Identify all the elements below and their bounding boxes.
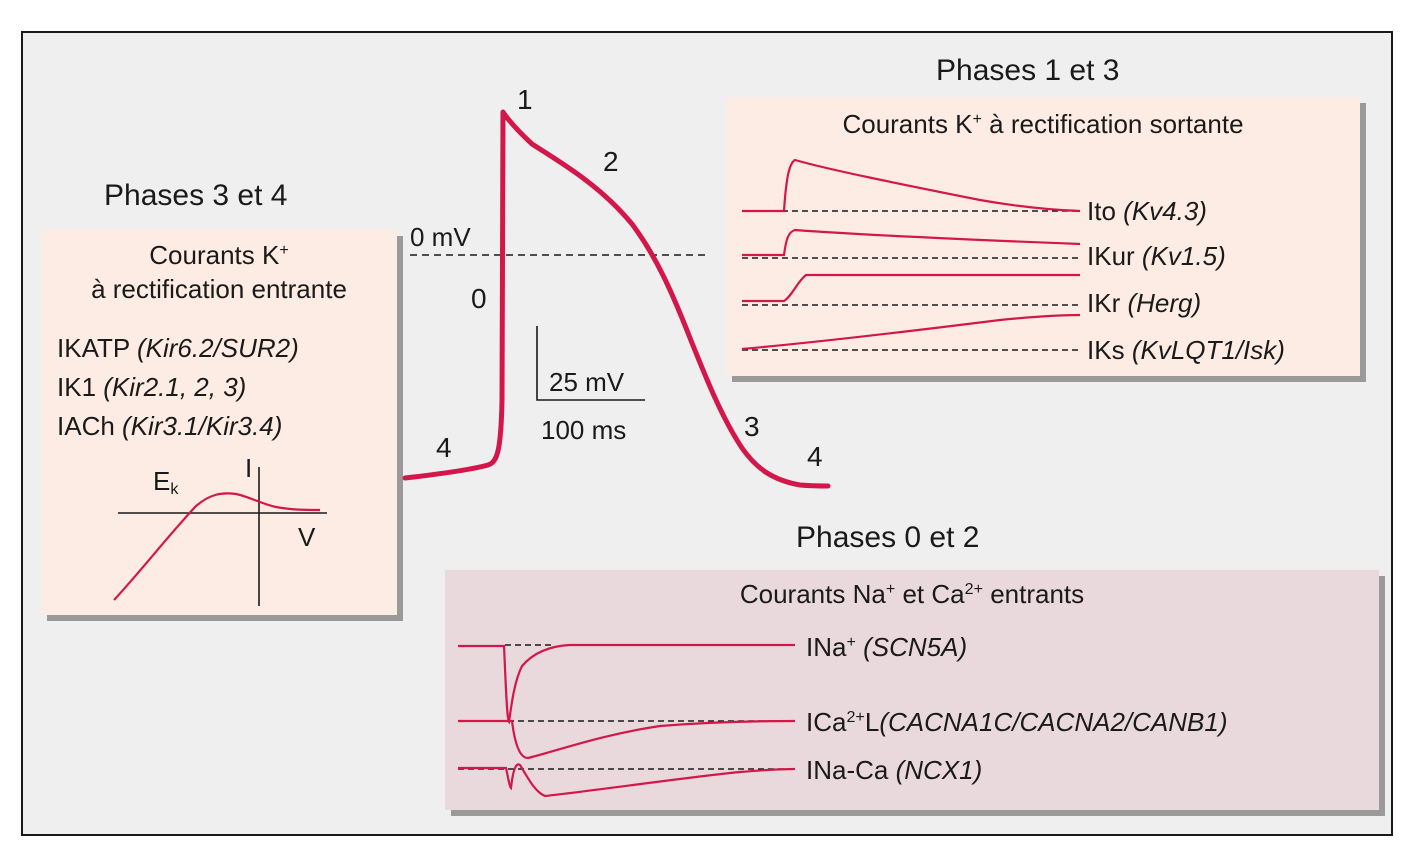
ina-trace — [458, 643, 795, 725]
phase-label-0: 0 — [471, 283, 487, 314]
na-ca-title-a-sup: + — [885, 580, 896, 599]
current-ik1: IK1 (Kir2.1, 2, 3) — [57, 374, 246, 400]
current-name: INa-Ca — [806, 755, 889, 785]
ek-text: E — [153, 466, 171, 496]
action-potential-trace — [402, 109, 831, 489]
k-inward-box — [41, 230, 397, 615]
k-inward-title-text: Courants K — [149, 240, 280, 270]
k-inward-title-line1: Courants K+ — [41, 242, 397, 268]
phases-0-2-heading: Phases 0 et 2 — [796, 521, 980, 554]
iv-i-label: I — [245, 453, 253, 483]
k-outward-title-sup: + — [972, 110, 982, 129]
inaca-trace — [458, 763, 796, 798]
current-name: INa — [806, 632, 847, 662]
scale-time-label: 100 ms — [541, 415, 627, 445]
scale-voltage-label: 25 mV — [549, 367, 625, 397]
current-gene: (Kir3.1/Kir3.4) — [122, 411, 283, 441]
current-name: IKs — [1087, 335, 1125, 365]
phase-label-1: 1 — [517, 84, 533, 115]
phase-label-4-right: 4 — [807, 441, 823, 472]
current-gene: (Herg) — [1127, 288, 1202, 318]
ikur-trace — [742, 228, 1081, 257]
current-name: ICa — [806, 707, 847, 737]
phases-3-4-heading: Phases 3 et 4 — [104, 179, 288, 212]
iv-curve — [113, 492, 321, 601]
zero-mv-label: 0 mV — [410, 222, 471, 252]
current-name: IKATP — [57, 333, 130, 363]
current-ical: ICa2+L(CACNA1C/CACNA2/CANB1) — [806, 709, 1228, 735]
k-outward-title: Courants K+ à rectification sortante — [726, 111, 1360, 137]
current-ina: INa+ (SCN5A) — [806, 634, 967, 660]
current-name-sup: 2+ — [846, 708, 865, 727]
current-gene: (Kv1.5) — [1141, 241, 1226, 271]
na-ca-title-a: Courants Na — [739, 579, 886, 609]
iv-ek-label: Ek — [153, 466, 178, 497]
na-ca-box — [445, 570, 1379, 810]
current-iks: IKs (KvLQT1/Isk) — [1087, 337, 1285, 363]
k-inward-title-line2: à rectification entrante — [91, 274, 347, 304]
current-name-rest: L — [864, 707, 880, 737]
iv-v-label: V — [298, 522, 316, 552]
current-gene: (SCN5A) — [863, 632, 968, 662]
current-gene: (Kir2.1, 2, 3) — [103, 372, 247, 402]
current-name: IACh — [57, 411, 115, 441]
current-gene: (KvLQT1/Isk) — [1131, 335, 1285, 365]
k-inward-title-sup: + — [279, 241, 289, 260]
na-ca-title-c: entrants — [982, 579, 1085, 609]
ica-trace — [458, 719, 796, 760]
k-outward-title-rest: à rectification sortante — [981, 109, 1244, 139]
current-name: IKr — [1087, 288, 1121, 318]
outward-k-traces — [741, 158, 1081, 351]
current-name: IKur — [1087, 241, 1135, 271]
phase-label-3: 3 — [744, 411, 760, 442]
scale-bar — [536, 326, 645, 401]
ikr-trace — [742, 273, 1080, 303]
current-name: Ito — [1087, 196, 1116, 226]
phases-1-3-heading: Phases 1 et 3 — [936, 54, 1120, 87]
current-inaca: INa-Ca (NCX1) — [806, 757, 982, 783]
current-ikatp: IKATP (Kir6.2/SUR2) — [57, 335, 299, 361]
current-ikr: IKr (Herg) — [1087, 290, 1201, 316]
na-ca-title-b-sup: 2+ — [964, 580, 983, 599]
na-ca-title-b: et Ca — [895, 579, 965, 609]
current-name-sup: + — [846, 633, 856, 652]
current-gene: (Kir6.2/SUR2) — [136, 333, 299, 363]
current-gene: (CACNA1C/CACNA2/CANB1) — [879, 707, 1228, 737]
phase-label-2: 2 — [603, 146, 619, 177]
current-ito: Ito (Kv4.3) — [1087, 198, 1207, 224]
current-gene: (NCX1) — [895, 755, 983, 785]
current-ikur: IKur (Kv1.5) — [1087, 243, 1226, 269]
inward-na-ca-traces — [458, 643, 796, 798]
phase-label-4-left: 4 — [436, 432, 452, 463]
ek-subscript: k — [170, 480, 179, 499]
current-gene: (Kv4.3) — [1123, 196, 1207, 226]
iks-trace — [741, 313, 1081, 351]
ito-trace — [742, 158, 1081, 213]
current-iach: IACh (Kir3.1/Kir3.4) — [57, 413, 282, 439]
na-ca-title: Courants Na+ et Ca2+ entrants — [445, 581, 1379, 607]
k-outward-title-text: Courants K — [842, 109, 973, 139]
k-outward-box — [726, 97, 1360, 376]
current-name: IK1 — [57, 372, 97, 402]
